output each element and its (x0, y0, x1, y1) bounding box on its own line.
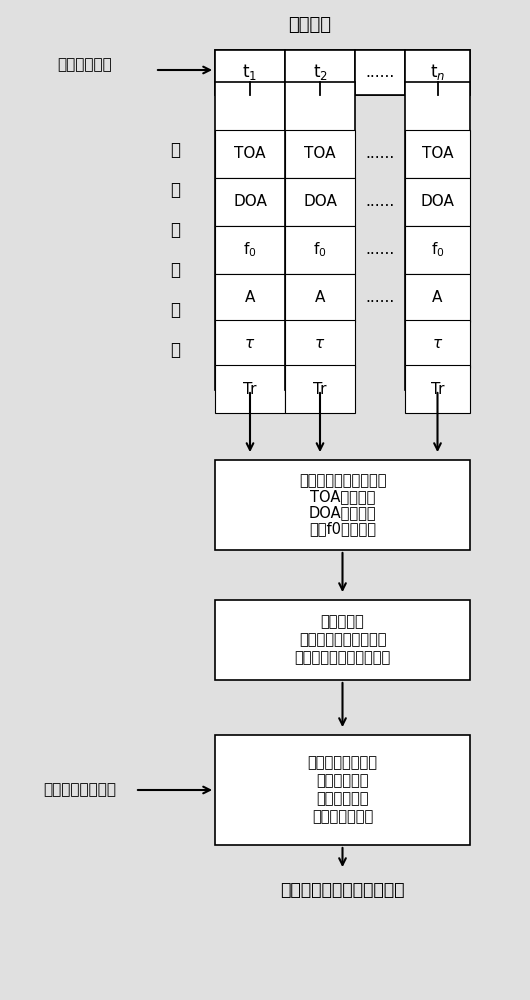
Text: DOA: DOA (233, 194, 267, 210)
Bar (215, 82, 285, 390)
Bar (285, 226, 355, 274)
Text: ......: ...... (365, 242, 395, 257)
Text: DOA聚类统计: DOA聚类统计 (308, 506, 376, 520)
Bar (285, 130, 355, 178)
Bar (355, 50, 405, 95)
Bar (215, 130, 285, 178)
Text: ......: ...... (365, 146, 395, 161)
Text: 列: 列 (170, 341, 180, 359)
Bar (285, 178, 355, 226)
Text: ......: ...... (365, 65, 395, 80)
Text: 时间栅格: 时间栅格 (288, 16, 331, 34)
Text: Tr: Tr (313, 381, 327, 396)
Text: $\tau$: $\tau$ (314, 336, 325, 352)
Bar (215, 50, 470, 95)
Text: f$_0$: f$_0$ (243, 241, 257, 259)
Text: 特殊辐射源判别: 特殊辐射源判别 (312, 810, 373, 824)
Bar (405, 130, 470, 178)
Text: t$_n$: t$_n$ (430, 62, 445, 83)
Bar (405, 178, 470, 226)
Bar (215, 274, 285, 322)
Text: ......: ...... (365, 290, 395, 306)
Bar (215, 735, 470, 845)
Text: 最佳匹配检测: 最佳匹配检测 (316, 792, 369, 806)
Bar (405, 274, 470, 322)
Bar (215, 226, 285, 274)
Bar (405, 320, 470, 368)
Text: TOA: TOA (234, 146, 266, 161)
Bar (405, 82, 470, 390)
Text: 载频f0聚类统计: 载频f0聚类统计 (309, 522, 376, 536)
Bar (285, 365, 355, 413)
Text: 数: 数 (170, 261, 180, 279)
Bar (285, 320, 355, 368)
Bar (405, 365, 470, 413)
Text: 变化规律直方图统计分析: 变化规律直方图统计分析 (294, 650, 391, 666)
Bar (215, 460, 470, 550)
Text: f$_0$: f$_0$ (313, 241, 327, 259)
Bar (215, 320, 285, 368)
Text: f$_0$: f$_0$ (431, 241, 444, 259)
Bar (215, 50, 285, 95)
Text: Tr: Tr (431, 381, 444, 396)
Text: 号: 号 (170, 181, 180, 199)
Text: DOA: DOA (421, 194, 454, 210)
Text: $\tau$: $\tau$ (244, 336, 255, 352)
Text: 精细分选：: 精细分选： (321, 614, 365, 630)
Bar (405, 226, 470, 274)
Text: 特殊辐射源数据库: 特殊辐射源数据库 (43, 782, 117, 798)
Text: 侦测信号序列: 侦测信号序列 (58, 57, 112, 73)
Bar (285, 82, 355, 390)
Text: ......: ...... (365, 194, 395, 210)
Text: t$_1$: t$_1$ (242, 62, 258, 83)
Text: 信: 信 (170, 141, 180, 159)
Bar (215, 365, 285, 413)
Text: 参: 参 (170, 221, 180, 239)
Text: 误差比较分析: 误差比较分析 (316, 774, 369, 788)
Bar (285, 50, 355, 95)
Text: A: A (432, 290, 443, 306)
Text: 预筛选：参数聚类统计: 预筛选：参数聚类统计 (299, 474, 386, 488)
Bar (405, 50, 470, 95)
Text: DOA: DOA (303, 194, 337, 210)
Text: A: A (245, 290, 255, 306)
Text: $\tau$: $\tau$ (432, 336, 443, 352)
Text: 最小二乘加权拟合: 最小二乘加权拟合 (307, 756, 377, 770)
Text: TOA: TOA (304, 146, 335, 161)
Bar (285, 274, 355, 322)
Text: t$_2$: t$_2$ (313, 62, 328, 83)
Text: TOA聚类统计: TOA聚类统计 (310, 489, 375, 504)
Text: 幅度、脉宽、重复周期: 幅度、脉宽、重复周期 (299, 633, 386, 648)
Bar (215, 178, 285, 226)
Text: A: A (315, 290, 325, 306)
Text: 变参数辐射源信号分选结果: 变参数辐射源信号分选结果 (280, 881, 405, 899)
Text: 阵: 阵 (170, 301, 180, 319)
Bar (215, 600, 470, 680)
Text: Tr: Tr (243, 381, 257, 396)
Text: TOA: TOA (422, 146, 453, 161)
